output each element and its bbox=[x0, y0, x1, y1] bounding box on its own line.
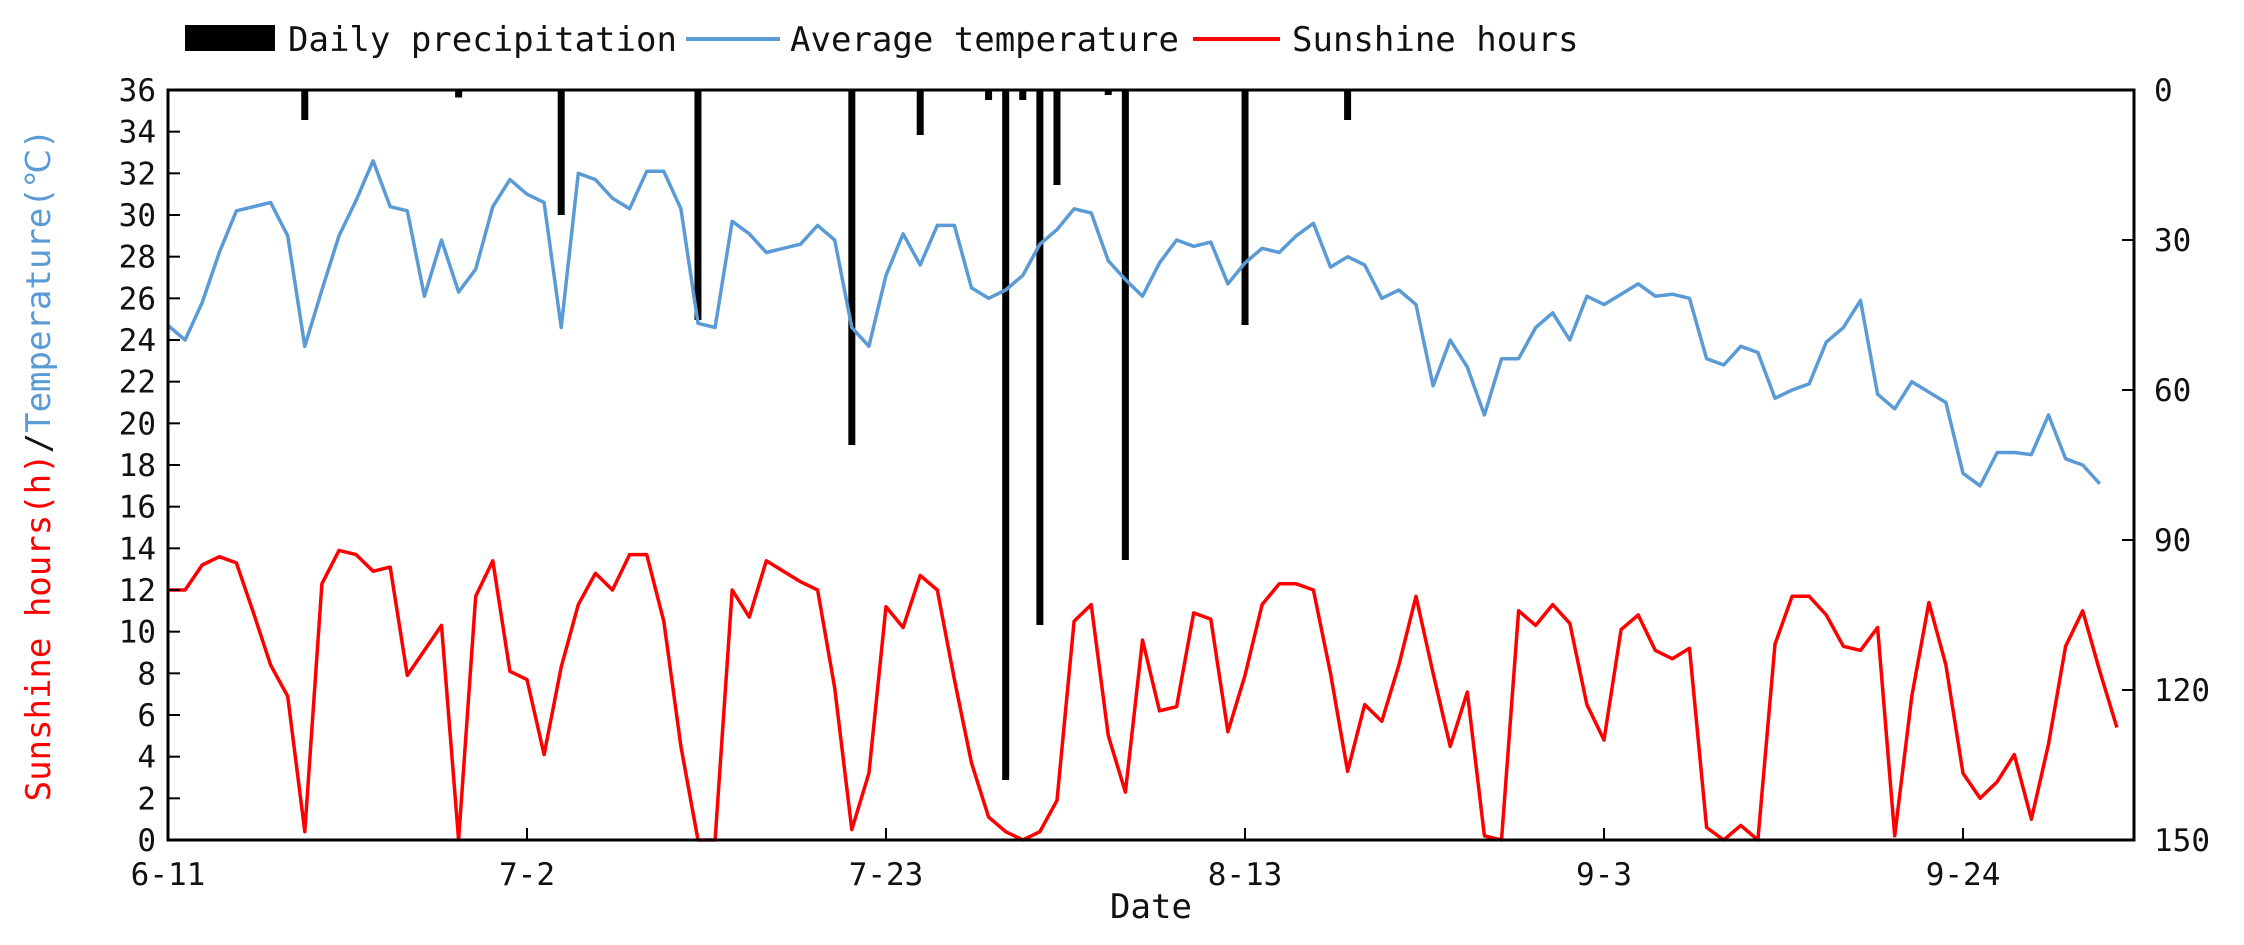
precip-bar bbox=[848, 90, 856, 445]
legend-precip-swatch bbox=[185, 25, 275, 51]
sunshine-line bbox=[168, 548, 2119, 842]
left-tick-label: 8 bbox=[137, 656, 156, 692]
legend-temp-label: Average temperature bbox=[790, 20, 1179, 60]
left-tick-label: 30 bbox=[119, 198, 156, 234]
left-tick-label: 34 bbox=[119, 115, 156, 151]
legend-sun-label: Sunshine hours bbox=[1292, 20, 1579, 60]
precip-bar bbox=[1344, 90, 1352, 120]
precip-bar bbox=[1053, 90, 1061, 185]
right-tick-label: 30 bbox=[2154, 223, 2191, 259]
x-tick-label: 8-13 bbox=[1208, 857, 1283, 893]
x-tick-label: 6-11 bbox=[131, 857, 206, 893]
precip-bar bbox=[916, 90, 924, 135]
legend-precip-label: Daily precipitation bbox=[288, 20, 677, 60]
right-axis: 0 30 60 90 120 150 bbox=[2122, 73, 2210, 859]
left-tick-label: 26 bbox=[119, 281, 156, 317]
precip-bar bbox=[1036, 90, 1044, 625]
left-tick-label: 24 bbox=[119, 323, 156, 359]
precip-bar bbox=[694, 90, 702, 320]
precip-bar bbox=[1121, 90, 1129, 560]
left-tick-label: 2 bbox=[137, 781, 156, 817]
left-tick-label: 6 bbox=[137, 698, 156, 734]
left-tick-label: 28 bbox=[119, 240, 156, 276]
precipitation-bars bbox=[301, 90, 1352, 780]
precip-bar bbox=[1104, 90, 1112, 95]
precip-bar bbox=[1002, 90, 1010, 780]
x-tick-label: 9-24 bbox=[1926, 857, 2001, 893]
left-tick-label: 14 bbox=[119, 531, 156, 567]
legend: Daily precipitation Average temperature … bbox=[185, 20, 1579, 60]
left-tick-label: 18 bbox=[119, 448, 156, 484]
precip-bar bbox=[1019, 90, 1027, 100]
left-tick-label: 36 bbox=[119, 73, 156, 109]
x-tick-label: 9-3 bbox=[1576, 857, 1632, 893]
left-tick-label: 20 bbox=[119, 406, 156, 442]
right-tick-label: 60 bbox=[2154, 373, 2191, 409]
x-axis: 6-11 7-2 7-23 8-13 9-3 9-24 bbox=[131, 828, 2001, 893]
temperature-line bbox=[166, 159, 2102, 488]
y-axis-title-sunshine: Sunshine hours(h) bbox=[19, 453, 59, 801]
precip-bar bbox=[301, 90, 309, 120]
left-tick-label: 10 bbox=[119, 615, 156, 651]
sunshine-series bbox=[168, 548, 2119, 842]
y-axis-title-temperature: Temperature(℃) bbox=[19, 129, 59, 433]
left-tick-label: 22 bbox=[119, 365, 156, 401]
right-tick-label: 120 bbox=[2154, 673, 2210, 709]
left-tick-label: 0 bbox=[137, 823, 156, 859]
plot-frame bbox=[166, 88, 2136, 842]
x-axis-title: Date bbox=[1110, 887, 1192, 927]
precip-bar bbox=[1241, 90, 1249, 325]
y-axis-title: Sunshine hours(h)/Temperature(℃) bbox=[19, 129, 59, 802]
y-axis-title-sep: / bbox=[19, 433, 59, 453]
precip-bar bbox=[985, 90, 993, 100]
left-tick-label: 12 bbox=[119, 573, 156, 609]
precip-bar bbox=[455, 90, 463, 98]
x-tick-label: 7-23 bbox=[849, 857, 924, 893]
right-tick-label: 0 bbox=[2154, 73, 2173, 109]
right-tick-label: 90 bbox=[2154, 523, 2191, 559]
right-tick-label: 150 bbox=[2154, 823, 2210, 859]
left-tick-label: 4 bbox=[137, 740, 156, 776]
precip-bar bbox=[557, 90, 565, 215]
left-tick-label: 16 bbox=[119, 490, 156, 526]
temperature-series bbox=[166, 159, 2102, 488]
left-tick-label: 32 bbox=[119, 156, 156, 192]
x-tick-label: 7-2 bbox=[499, 857, 555, 893]
